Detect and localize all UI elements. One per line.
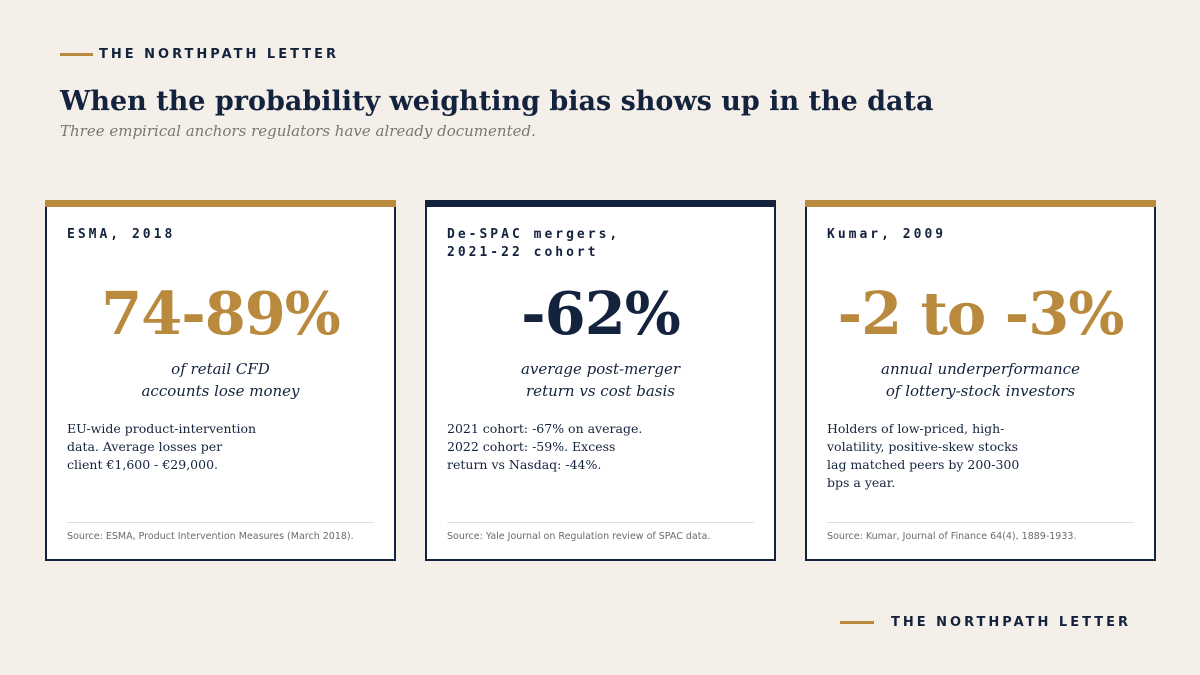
card-body-line: 2021 cohort: -67% on average. — [447, 421, 643, 436]
card-despac: De-SPAC mergers, 2021-22 cohort -62% ave… — [425, 200, 776, 561]
card-esma: ESMA, 2018 74-89% of retail CFD accounts… — [45, 200, 396, 561]
brand-name: THE NORTHPATH LETTER — [99, 47, 340, 62]
card-body-line: return vs Nasdaq: -44%. — [447, 457, 602, 472]
card-source: Source: Kumar, Journal of Finance 64(4),… — [827, 531, 1077, 542]
page-subtitle: Three empirical anchors regulators have … — [60, 122, 536, 140]
card-kumar: Kumar, 2009 -2 to -3% annual underperfor… — [805, 200, 1156, 561]
card-label: Kumar, 2009 — [827, 227, 947, 242]
card-body-line: lag matched peers by 200-300 — [827, 457, 1020, 472]
brand-accent-rule — [840, 621, 874, 624]
card-caption-line: annual underperformance — [881, 360, 1080, 378]
card-caption: annual underperformance of lottery-stock… — [847, 358, 1114, 402]
card-stat: -2 to -3% — [837, 279, 1125, 348]
brand-accent-rule — [60, 53, 93, 56]
card-body-line: Holders of low-priced, high- — [827, 421, 1005, 436]
card-divider — [447, 522, 754, 523]
card-accent-bar — [45, 200, 396, 207]
card-label: De-SPAC mergers, 2021-22 cohort — [447, 227, 621, 260]
card-body: 2021 cohort: -67% on average. 2022 cohor… — [447, 420, 662, 474]
page-title: When the probability weighting bias show… — [60, 86, 934, 117]
card-body-line: data. Average losses per — [67, 439, 223, 454]
card-stat: -62% — [521, 279, 681, 348]
card-body-line: bps a year. — [827, 475, 896, 490]
card-caption-line: accounts lose money — [141, 382, 300, 400]
card-caption-line: of retail CFD — [171, 360, 270, 378]
card-body: EU-wide product-intervention data. Avera… — [67, 420, 282, 474]
card-source: Source: Yale Journal on Regulation revie… — [447, 531, 711, 542]
card-source: Source: ESMA, Product Intervention Measu… — [67, 531, 354, 542]
card-label: ESMA, 2018 — [67, 227, 176, 242]
card-stat: 74-89% — [101, 279, 341, 348]
brand-name: THE NORTHPATH LETTER — [891, 615, 1132, 630]
card-caption-line: of lottery-stock investors — [885, 382, 1076, 400]
card-divider — [67, 522, 374, 523]
card-caption-line: return vs cost basis — [526, 382, 675, 400]
card-caption-line: average post-merger — [520, 360, 680, 378]
card-caption: average post-merger return vs cost basis — [467, 358, 734, 402]
brand-footer: THE NORTHPATH LETTER — [840, 615, 1131, 630]
card-body-line: volatility, positive-skew stocks — [827, 439, 1019, 454]
card-accent-bar — [805, 200, 1156, 207]
card-body: Holders of low-priced, high- volatility,… — [827, 420, 1042, 492]
card-caption: of retail CFD accounts lose money — [87, 358, 354, 402]
card-body-line: EU-wide product-intervention — [67, 421, 257, 436]
card-body-line: client €1,600 - €29,000. — [67, 457, 219, 472]
card-body-line: 2022 cohort: -59%. Excess — [447, 439, 616, 454]
brand-header: THE NORTHPATH LETTER — [60, 47, 339, 62]
card-accent-bar — [425, 200, 776, 207]
card-divider — [827, 522, 1134, 523]
